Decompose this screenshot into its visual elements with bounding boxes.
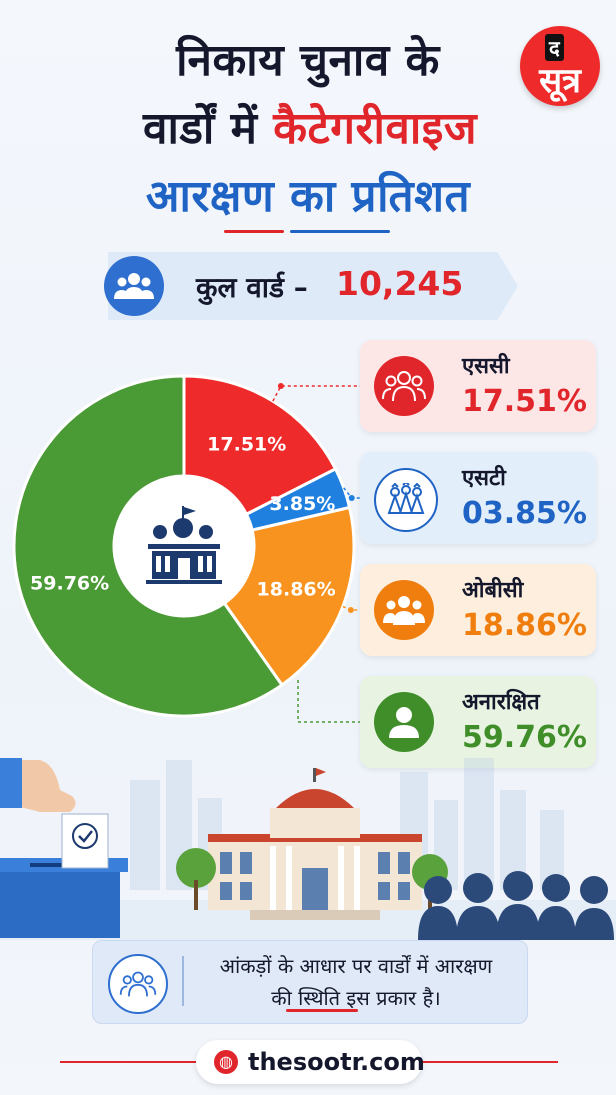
tribal-people-icon: [374, 468, 438, 532]
reservation-donut-chart: 17.51% 3.85% 18.86% 59.76%: [12, 374, 360, 723]
footer-line-right: [422, 1061, 558, 1063]
bottom-note-divider: [182, 956, 184, 1006]
legend-obc-value: 18.86%: [462, 608, 587, 643]
municipal-building-illustration: [208, 768, 422, 920]
people-group-icon: [374, 580, 434, 640]
people-group-icon: [104, 256, 164, 316]
municipal-building-icon: [146, 506, 222, 584]
total-wards-label: कुल वार्ड –: [196, 271, 308, 304]
election-illustration: [0, 758, 616, 940]
data-label-obc: 18.86%: [257, 579, 336, 601]
people-group-icon: [108, 954, 168, 1014]
ballot-box-icon: [0, 758, 128, 938]
legend-card-sc: एससी 17.51%: [360, 340, 596, 432]
title-underline-red: [224, 230, 284, 233]
leader-line-sc: [272, 385, 360, 402]
bottom-note-line-1: आंकड़ों के आधार पर वार्डों में आरक्षण: [219, 954, 493, 978]
bottom-note-line-2: की स्थिति इस प्रकार है।: [271, 986, 441, 1010]
crowd-silhouette: [418, 871, 614, 940]
leader-dot-sc: [277, 383, 284, 389]
title-line-2-part-1: वार्डों में: [142, 103, 258, 154]
bottom-note-text: आंकड़ों के आधार पर वार्डों में आरक्षण की…: [196, 950, 516, 1014]
website-link[interactable]: thesootr.com: [248, 1048, 425, 1076]
people-group-icon: [374, 356, 434, 416]
legend-general-name: अनारक्षित: [462, 690, 540, 715]
legend-general-value: 59.76%: [462, 720, 587, 755]
brand-logo: द सूत्र: [520, 26, 600, 106]
legend-obc-name: ओबीसी: [462, 578, 524, 603]
title-underline-blue: [290, 230, 390, 233]
leader-line-general: [297, 680, 360, 723]
legend-st-name: एसटी: [462, 466, 506, 491]
bottom-note-underline: [286, 1009, 358, 1012]
logo-main-text: सूत्र: [539, 61, 581, 101]
leader-dot-obc: [347, 607, 354, 613]
total-wards-banner: [108, 252, 518, 320]
legend-st-value: 03.85%: [462, 496, 587, 531]
data-label-st: 3.85%: [269, 493, 335, 515]
total-wards-value: 10,245: [336, 264, 464, 303]
legend-card-general: अनारक्षित 59.76%: [360, 676, 596, 768]
legend-sc-name: एससी: [462, 354, 510, 379]
legend-card-obc: ओबीसी 18.86%: [360, 564, 596, 656]
title-line-2-part-2: कैटेगरीवाइज: [273, 103, 477, 154]
title-line-3: आरक्षण का प्रतिशत: [145, 171, 471, 222]
data-label-sc: 17.51%: [207, 434, 286, 456]
data-label-general: 59.76%: [30, 572, 109, 594]
footer-line-left: [60, 1061, 196, 1063]
leader-dot-st: [348, 495, 355, 501]
globe-icon: ◍: [214, 1050, 238, 1074]
title-line-1: निकाय चुनाव के: [176, 35, 440, 86]
title-line-2: वार्डों में कैटेगरीवाइज: [60, 96, 560, 156]
legend-sc-value: 17.51%: [462, 384, 587, 419]
legend-card-st: एसटी 03.85%: [360, 452, 596, 544]
logo-top-letter: द: [545, 34, 564, 61]
person-icon: [374, 692, 434, 752]
